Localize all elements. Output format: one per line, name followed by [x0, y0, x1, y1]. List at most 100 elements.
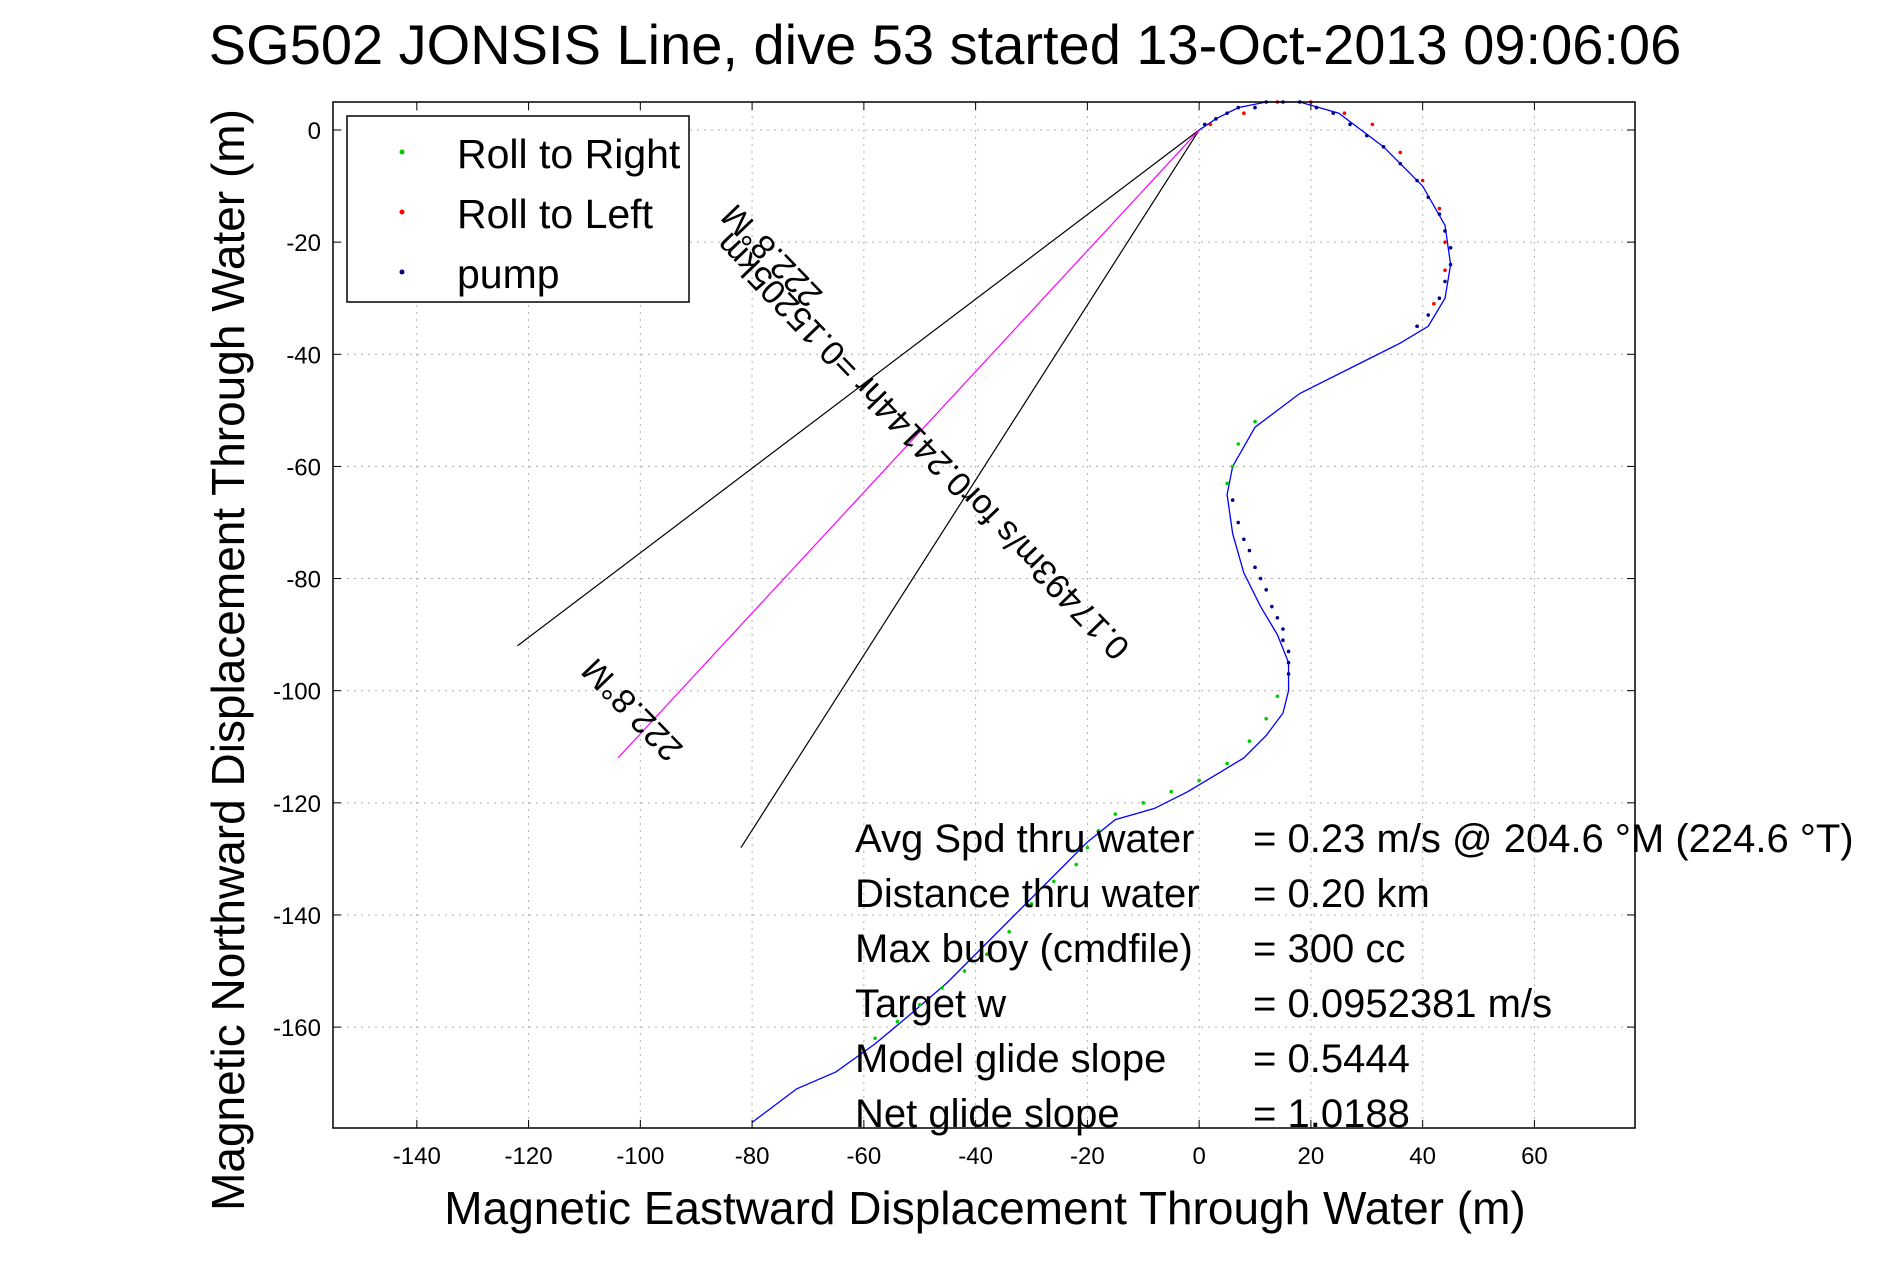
pump-marker [1236, 520, 1241, 525]
pump-marker [1236, 105, 1241, 110]
info-label: Distance thru water [855, 872, 1200, 916]
y-tick-label: 0 [308, 118, 321, 145]
pump-marker [1348, 122, 1352, 127]
info-value: = 0.0952381 m/s [1253, 982, 1552, 1026]
info-value: = 1.0188 [1253, 1092, 1410, 1136]
y-axis-label: Magnetic Northward Displacement Through … [202, 109, 254, 1211]
roll-right-marker [1029, 901, 1034, 906]
info-label: Model glide slope [855, 1037, 1166, 1081]
x-tick-label: 20 [1298, 1143, 1325, 1170]
pump-marker [1225, 111, 1229, 116]
y-tick-label: -120 [273, 791, 321, 818]
roll-right-marker [940, 986, 944, 990]
y-tick-label: -60 [286, 454, 321, 481]
track-line [751, 101, 1452, 1123]
reference-lines-layer [517, 129, 1200, 848]
marker-layer [873, 100, 1453, 1041]
info-value: = 0.23 m/s @ 204.6 °M (224.6 °T) [1253, 817, 1854, 861]
roll-left-marker [1437, 206, 1442, 211]
pump-marker [1247, 548, 1252, 553]
pump-marker [1264, 587, 1268, 592]
legend: Roll to Right Roll to Left pump [346, 115, 690, 303]
pump-marker [1426, 195, 1431, 200]
x-tick-label: -80 [735, 1143, 770, 1170]
y-tick-label: -160 [273, 1015, 321, 1042]
x-tick-label: 40 [1409, 1143, 1436, 1170]
pump-marker [1281, 627, 1285, 631]
x-tick-label: -60 [847, 1143, 882, 1170]
roll-right-marker [1007, 929, 1011, 934]
roll-right-marker [873, 1036, 877, 1041]
pump-marker [1426, 313, 1431, 317]
pump-marker [1443, 229, 1447, 233]
roll-left-marker [1443, 268, 1447, 272]
x-tick-label: -140 [393, 1143, 441, 1170]
roll-right-marker [1275, 694, 1280, 699]
chart-title: SG502 JONSIS Line, dive 53 started 13-Oc… [209, 13, 1681, 76]
roll-right-marker [984, 952, 989, 956]
pump-marker [1364, 133, 1369, 138]
info-value: = 0.20 km [1253, 872, 1430, 916]
roll-left-marker [1342, 111, 1347, 116]
roll-right-marker [917, 1002, 922, 1007]
roll-left-marker [1370, 122, 1375, 127]
pump-marker [1230, 498, 1235, 502]
info-label: Target w [855, 982, 1006, 1026]
roll-right-marker [1085, 845, 1090, 850]
pump-marker [1437, 296, 1442, 301]
x-tick-label: 60 [1521, 1143, 1548, 1170]
roll-left-marker [1242, 111, 1246, 116]
roll-right-marker [1230, 464, 1235, 469]
x-tick-label: 0 [1192, 1143, 1205, 1170]
plot-frame [332, 101, 1636, 1129]
pump-marker [1415, 178, 1419, 183]
roll-right-marker [1141, 801, 1146, 805]
legend-label: Roll to Left [457, 191, 654, 237]
pump-marker [1398, 161, 1403, 166]
roll-right-marker [1225, 761, 1229, 766]
legend-marker [399, 269, 405, 275]
info-label: Avg Spd thru water [855, 817, 1194, 861]
roll-left-marker [1420, 178, 1425, 183]
pump-marker [1242, 537, 1246, 542]
pump-marker [1286, 672, 1291, 676]
pump-marker [1269, 604, 1274, 609]
roll-right-marker [1052, 879, 1056, 884]
pump-marker [1258, 576, 1263, 581]
pump-marker [1314, 105, 1319, 110]
reference-line [517, 129, 1200, 647]
pump-marker [1275, 616, 1280, 620]
x-tick-label: -100 [616, 1143, 664, 1170]
x-tick-label: -120 [505, 1143, 553, 1170]
roll-right-marker [1225, 481, 1229, 486]
legend-label: pump [457, 251, 560, 297]
legend-items: Roll to Right Roll to Left pump [399, 131, 681, 297]
x-axis-label: Magnetic Eastward Displacement Through W… [444, 1182, 1525, 1234]
pump-marker [1286, 660, 1291, 665]
pump-marker [1448, 245, 1453, 250]
roll-right-marker [962, 969, 967, 973]
pump-marker [1281, 638, 1285, 643]
info-panel: Avg Spd thru water = 0.23 m/s @ 204.6 °M … [855, 817, 1854, 1136]
info-label: Net glide slope [855, 1092, 1120, 1136]
pump-marker [1381, 145, 1386, 149]
y-tick-label: -20 [286, 230, 321, 257]
legend-label: Roll to Right [457, 131, 681, 177]
roll-right-marker [1113, 812, 1118, 816]
track-series-layer [751, 101, 1452, 1123]
x-tick-label: -40 [958, 1143, 993, 1170]
roll-right-marker [1236, 442, 1241, 446]
pump-marker [1415, 324, 1419, 329]
info-label: Max buoy (cmdfile) [855, 927, 1193, 971]
reference-line [740, 129, 1200, 848]
legend-marker [399, 209, 405, 215]
pump-marker [1253, 565, 1257, 570]
legend-marker [399, 149, 405, 155]
pump-marker [1437, 212, 1442, 216]
x-tick-label: -20 [1070, 1143, 1105, 1170]
info-value: = 0.5444 [1253, 1037, 1410, 1081]
roll-right-marker [1074, 862, 1079, 867]
roll-right-marker [1169, 789, 1173, 794]
